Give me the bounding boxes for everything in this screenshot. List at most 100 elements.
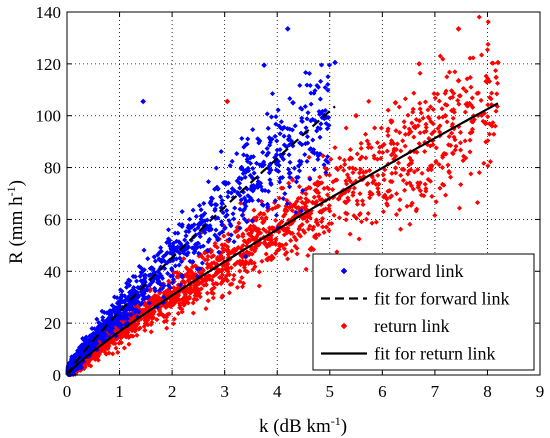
data-point-return-link (427, 178, 434, 184)
data-point-forward-link (98, 322, 104, 328)
data-point-return-link (210, 290, 216, 297)
data-point-forward-link (299, 141, 305, 148)
data-point-return-link (218, 280, 224, 287)
data-point-return-link (195, 286, 201, 292)
data-point-forward-link (212, 201, 218, 208)
data-point-return-link (354, 201, 361, 207)
data-point-forward-link (138, 301, 144, 308)
outlier-point-return-link (392, 99, 399, 106)
data-point-return-link (147, 286, 154, 292)
data-point-forward-link (277, 131, 283, 137)
data-point-forward-link (262, 187, 268, 194)
data-point-forward-link (325, 159, 331, 166)
outlier-point-return-link (353, 112, 360, 119)
data-point-forward-link (325, 74, 331, 80)
data-point-forward-link (102, 332, 109, 339)
data-point-return-link (319, 224, 326, 230)
data-point-return-link (333, 165, 340, 171)
data-point-return-link (177, 297, 183, 303)
data-point-forward-link (268, 114, 275, 120)
x-tick-label: 2 (168, 382, 177, 401)
data-point-return-link (220, 255, 226, 262)
data-point-return-link (494, 80, 501, 86)
data-point-return-link (393, 191, 400, 197)
data-point-return-link (366, 98, 372, 105)
data-point-return-link (428, 167, 435, 173)
data-point-return-link (410, 106, 416, 112)
data-point-return-link (357, 191, 363, 197)
data-point-forward-link (157, 245, 164, 251)
data-point-return-link (470, 104, 476, 110)
data-point-forward-link (264, 201, 271, 207)
data-point-return-link (436, 161, 442, 168)
data-point-return-link (478, 97, 484, 104)
data-point-return-link (250, 235, 256, 241)
data-point-return-link (486, 131, 493, 137)
x-tick-label: 5 (326, 382, 335, 401)
data-point-return-link (399, 166, 405, 172)
data-point-return-link (326, 205, 332, 212)
data-point-return-link (452, 69, 458, 75)
data-point-forward-link (322, 107, 329, 114)
data-point-forward-link (181, 250, 187, 257)
data-point-return-link (449, 94, 456, 100)
data-point-return-link (462, 109, 469, 115)
data-point-return-link (209, 286, 215, 293)
data-point-return-link (398, 148, 404, 154)
data-point-return-link (191, 287, 197, 293)
data-point-return-link (191, 296, 197, 302)
data-point-return-link (307, 223, 313, 229)
data-point-forward-link (287, 159, 293, 165)
data-point-forward-link (231, 239, 237, 245)
data-point-forward-link (317, 125, 323, 132)
data-point-forward-link (170, 279, 176, 286)
data-point-return-link (380, 172, 387, 178)
data-point-forward-link (258, 163, 265, 169)
data-point-forward-link (274, 147, 280, 153)
data-point-forward-link (278, 119, 285, 125)
legend-box (312, 253, 535, 371)
data-point-forward-link (225, 194, 231, 200)
data-point-forward-link (241, 201, 248, 207)
data-point-forward-link (232, 205, 238, 211)
data-point-return-link (118, 340, 125, 346)
x-tick-label: 0 (63, 382, 72, 401)
data-point-forward-link (192, 227, 198, 233)
data-point-return-link (427, 143, 433, 149)
data-point-forward-link (164, 270, 171, 277)
data-point-forward-link (198, 216, 204, 222)
data-point-return-link (442, 101, 449, 108)
data-point-return-link (276, 195, 282, 201)
data-point-forward-link (273, 121, 279, 127)
data-point-forward-link (201, 200, 207, 207)
data-point-forward-link (308, 101, 314, 107)
data-point-forward-link (310, 137, 316, 143)
data-point-forward-link (278, 175, 284, 181)
data-point-return-link (187, 290, 193, 296)
fit-line-return-link (66, 102, 499, 376)
data-point-return-link (376, 149, 382, 155)
data-point-forward-link (219, 222, 225, 228)
data-point-forward-link (175, 230, 181, 236)
data-point-return-link (488, 90, 495, 96)
data-point-forward-link (244, 141, 250, 147)
data-point-return-link (371, 177, 377, 184)
data-point-return-link (336, 215, 343, 221)
data-point-return-link (433, 199, 439, 205)
data-point-forward-link (121, 315, 127, 322)
data-point-return-link (467, 55, 473, 61)
outlier-point-forward-link (261, 62, 268, 69)
data-point-forward-link (223, 181, 229, 188)
data-point-forward-link (197, 244, 204, 250)
data-point-return-link (219, 293, 226, 299)
data-point-forward-link (239, 212, 246, 219)
data-point-forward-link (237, 206, 243, 212)
data-point-return-link (463, 101, 469, 107)
data-point-forward-link (109, 320, 116, 327)
tick-labels: 0 1 2 3 4 5 6 7 8 9 0 20 40 60 80 100 120 140 (36, 3, 545, 401)
x-tick-label: 4 (273, 382, 282, 401)
data-point-forward-link (230, 211, 236, 217)
data-point-return-link (358, 140, 364, 147)
data-point-forward-link (274, 138, 280, 144)
data-point-forward-link (324, 153, 331, 160)
